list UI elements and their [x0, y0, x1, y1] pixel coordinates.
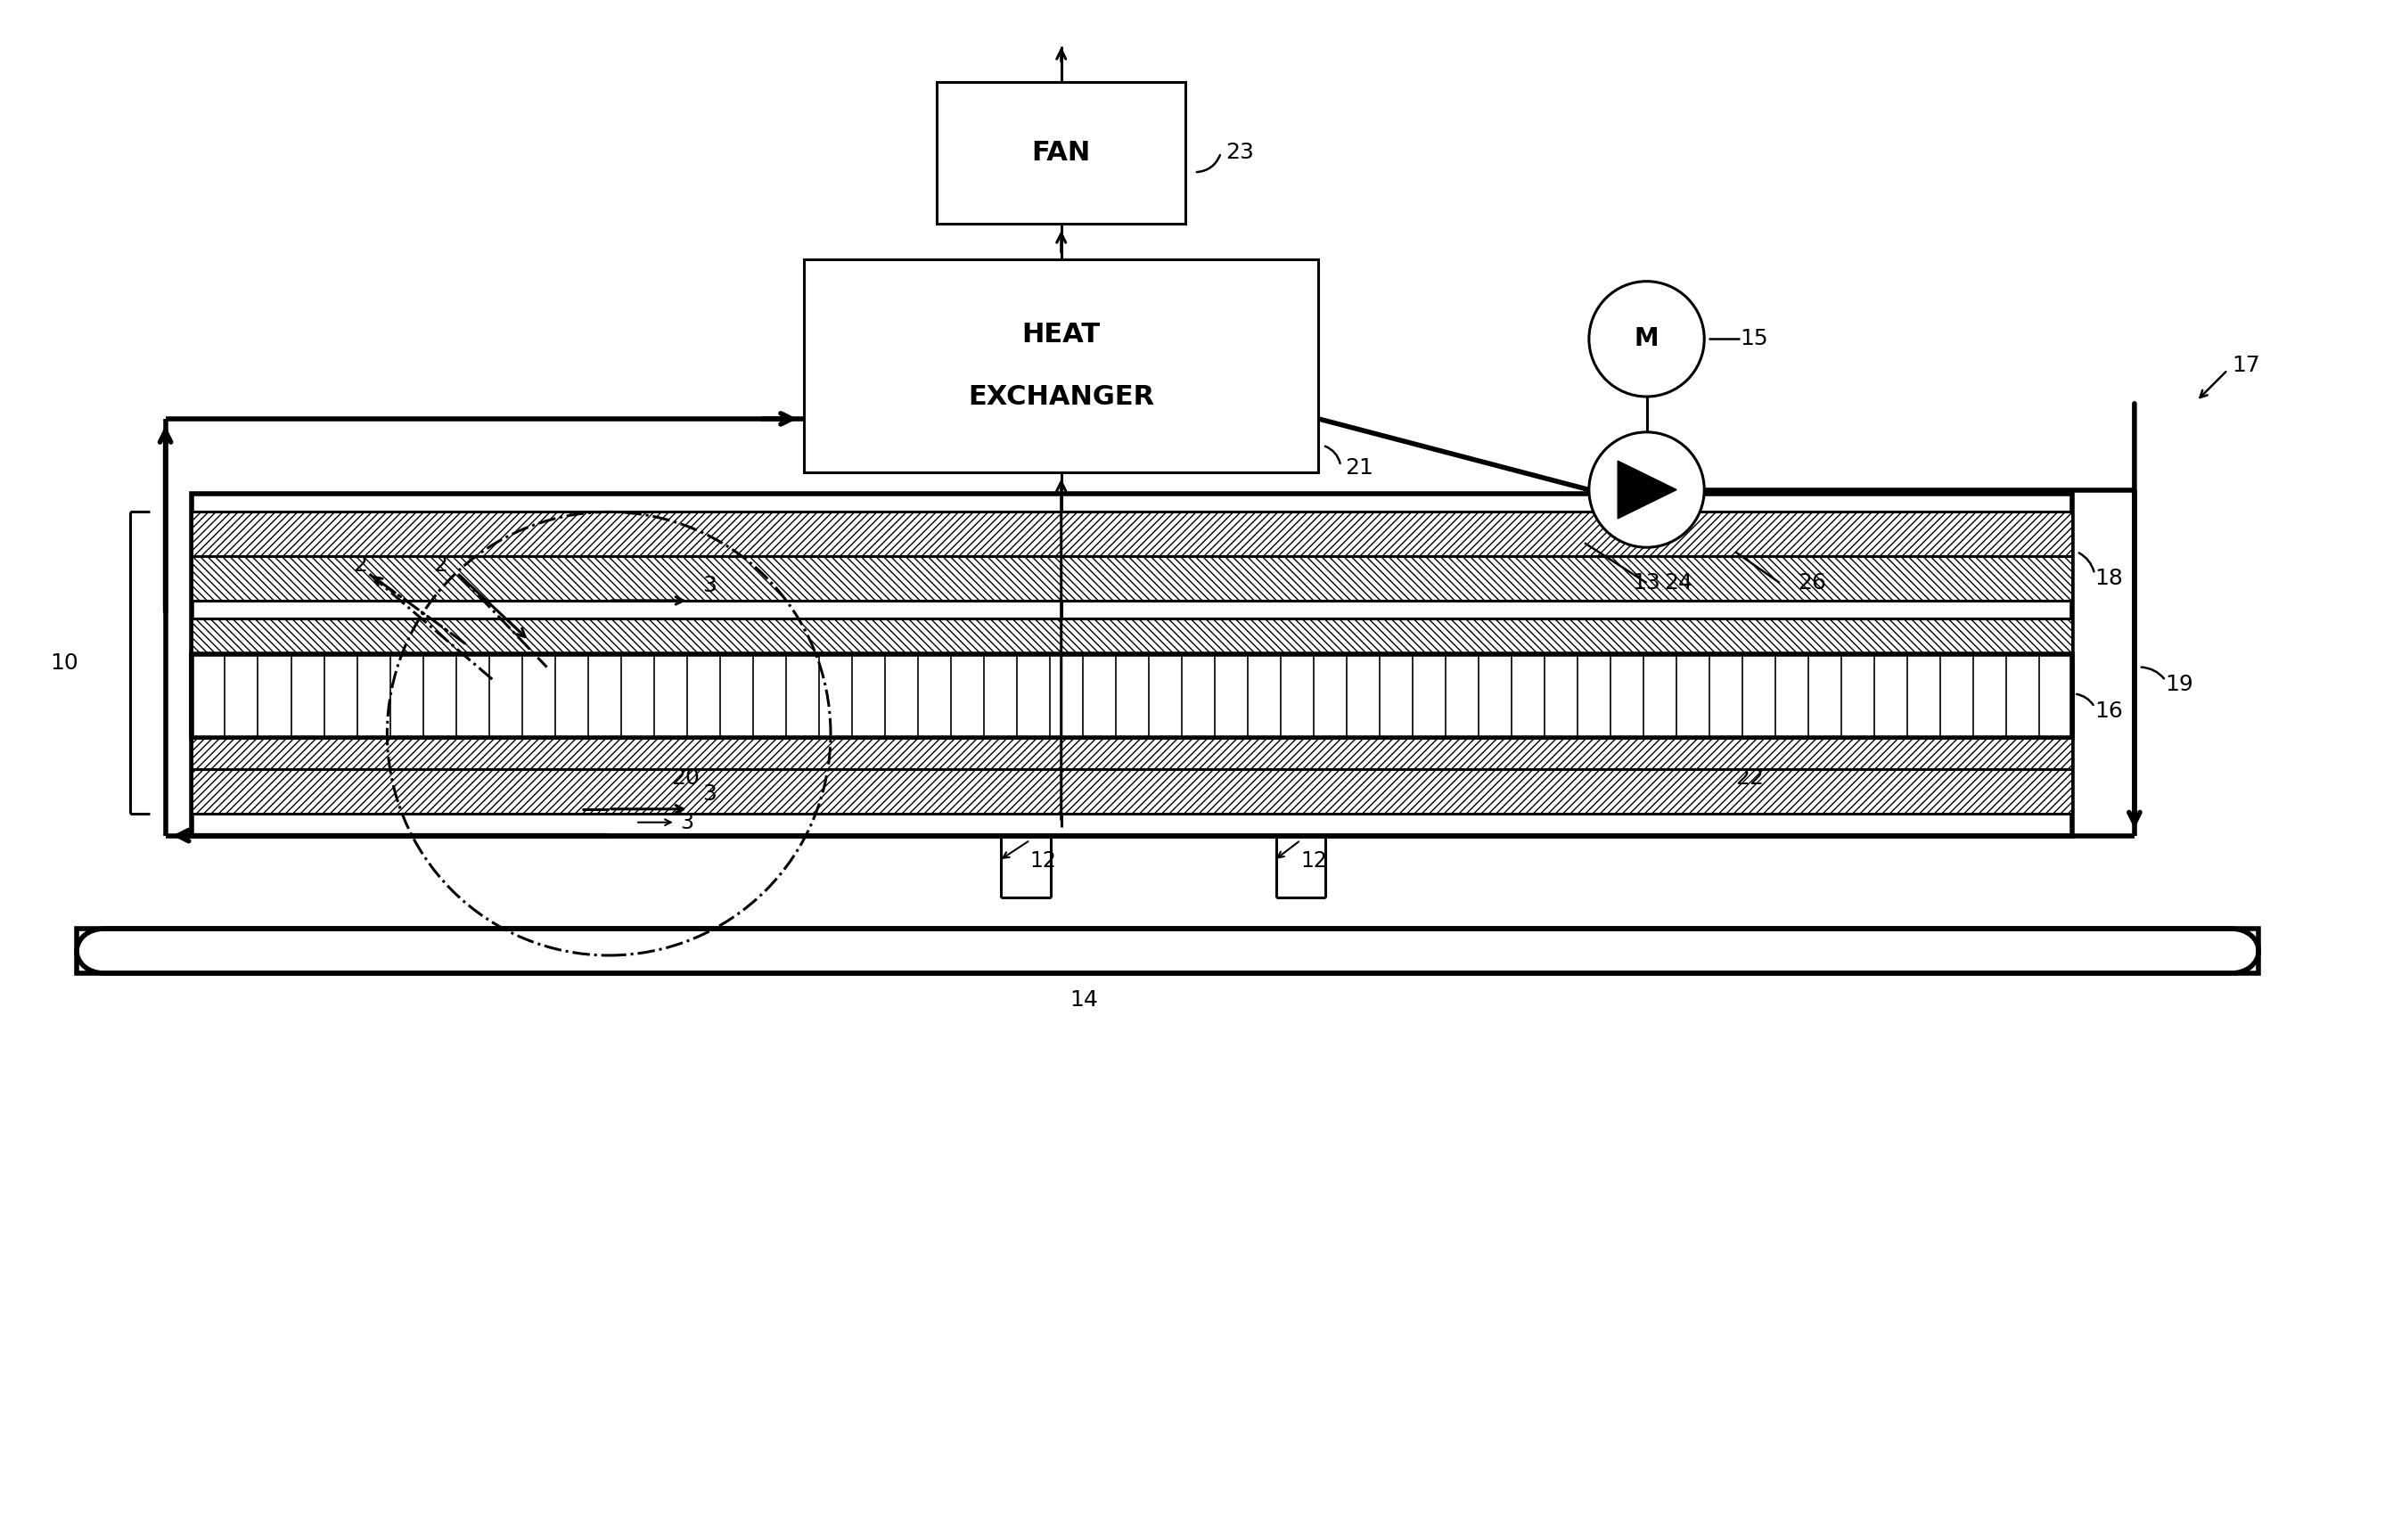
- Text: FAN: FAN: [1031, 140, 1091, 166]
- Text: 19: 19: [2166, 675, 2194, 696]
- Text: 23: 23: [1225, 142, 1254, 163]
- Text: 17: 17: [2233, 354, 2261, 376]
- Bar: [804, 259, 1319, 471]
- Text: M: M: [1634, 326, 1658, 351]
- Text: 12: 12: [1302, 850, 1328, 872]
- Text: 2: 2: [354, 554, 369, 576]
- Circle shape: [1589, 433, 1704, 547]
- Bar: [938, 82, 1185, 223]
- Text: 22: 22: [1735, 767, 1764, 788]
- Bar: [77, 929, 2259, 973]
- Circle shape: [1589, 282, 1704, 397]
- Text: 12: 12: [1031, 850, 1058, 872]
- Text: 24: 24: [1666, 573, 1692, 593]
- Bar: [191, 494, 2072, 836]
- Text: 3: 3: [701, 574, 716, 596]
- Text: 15: 15: [1740, 328, 1768, 350]
- Text: 20: 20: [670, 767, 699, 788]
- Text: 13: 13: [1632, 573, 1661, 593]
- Bar: [191, 556, 2072, 601]
- Text: 18: 18: [2094, 568, 2123, 590]
- Text: EXCHANGER: EXCHANGER: [969, 383, 1153, 410]
- Polygon shape: [1618, 460, 1677, 519]
- Text: 3: 3: [680, 812, 694, 833]
- Text: 3: 3: [701, 784, 716, 804]
- Bar: [191, 768, 2072, 813]
- Text: 10: 10: [50, 651, 79, 673]
- Text: 26: 26: [1797, 573, 1826, 593]
- Bar: [191, 654, 2072, 738]
- Text: 21: 21: [1345, 457, 1374, 479]
- Text: 14: 14: [1070, 989, 1098, 1010]
- Bar: [191, 738, 2072, 768]
- Text: 16: 16: [2094, 701, 2123, 722]
- Text: 2: 2: [433, 554, 447, 576]
- Bar: [191, 619, 2072, 654]
- Text: HEAT: HEAT: [1022, 322, 1101, 348]
- Bar: [191, 511, 2072, 556]
